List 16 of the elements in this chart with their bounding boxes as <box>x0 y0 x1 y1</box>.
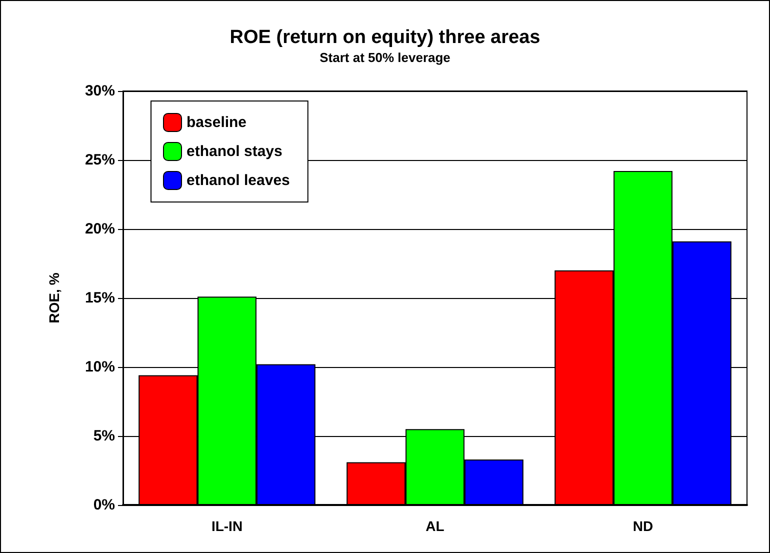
y-axis-title: ROE, % <box>46 272 62 324</box>
y-tick-label: 30% <box>84 82 115 100</box>
y-tick-label: 5% <box>93 428 115 444</box>
y-tick-label: 0% <box>93 496 115 514</box>
legend-label: ethanol stays <box>186 143 282 160</box>
y-tick-label: 25% <box>84 152 115 168</box>
y-tick-label: 10% <box>84 358 115 376</box>
x-tick-label: ND <box>632 518 654 534</box>
chart-subtitle: Start at 50% leverage <box>320 50 450 65</box>
x-tick-label: IL-IN <box>211 518 243 534</box>
legend-label: ethanol leaves <box>186 172 290 189</box>
y-tick-label: 20% <box>84 220 115 238</box>
y-tick-label: 15% <box>84 290 115 306</box>
legend-label: baseline <box>186 114 247 131</box>
x-tick-label: AL <box>426 518 445 534</box>
chart-title: ROE (return on equity) three areas <box>230 27 540 48</box>
